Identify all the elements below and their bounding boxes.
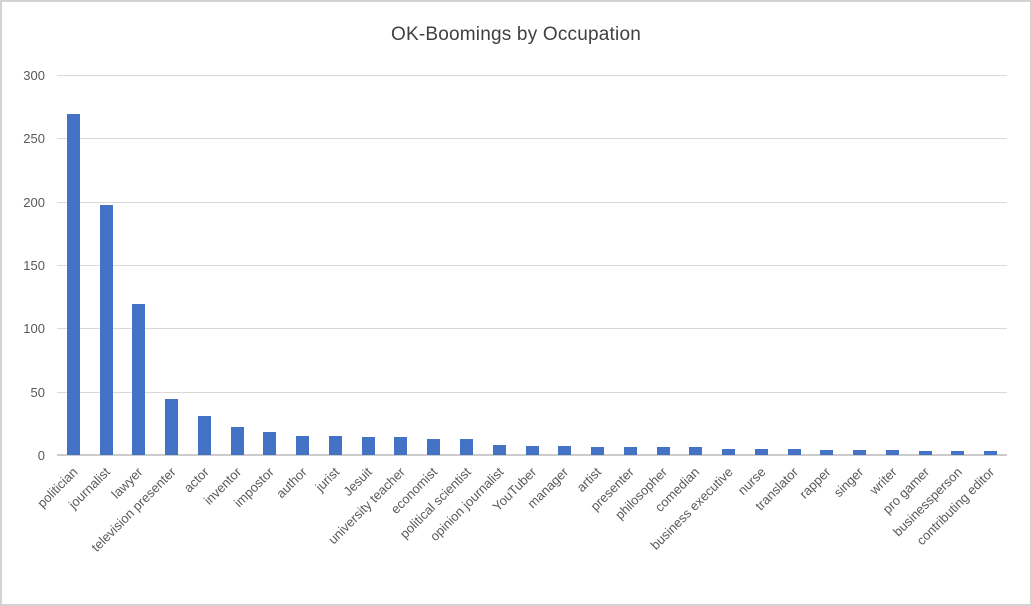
bar-politician	[66, 114, 80, 455]
bar-presenter	[623, 447, 637, 455]
bar-youtuber	[525, 446, 539, 455]
bar-jurist	[328, 436, 342, 455]
bar-rapper	[820, 449, 834, 455]
bar-comedian	[689, 447, 703, 455]
y-tick-label-250: 250	[23, 131, 45, 147]
gridline-y-200	[57, 201, 1007, 203]
bar-pro-gamer	[918, 451, 932, 455]
bar-manager	[558, 446, 572, 455]
y-tick-label-150: 150	[23, 258, 45, 273]
bar-actor	[197, 415, 211, 455]
y-tick-label-200: 200	[23, 194, 45, 210]
x-tick-label-singer: singer	[830, 464, 867, 500]
bar-business-executive	[722, 448, 736, 455]
bar-university-teacher	[394, 437, 408, 455]
bar-artist	[591, 447, 605, 455]
y-tick-label-0: 0	[37, 448, 45, 463]
y-tick-label-50: 50	[30, 384, 45, 400]
x-tick-label-author: author	[272, 464, 310, 501]
gridline-y-100	[57, 328, 1007, 330]
bar-political-scientist	[459, 438, 473, 455]
bar-television-presenter	[165, 399, 179, 455]
bar-nurse	[754, 448, 768, 455]
gridline-y-50	[57, 391, 1007, 393]
chart-title: OK-Boomings by Occupation	[390, 24, 641, 45]
bar-writer	[885, 449, 899, 455]
gridline-y-150	[57, 265, 1007, 266]
bar-lawyer	[132, 304, 146, 455]
x-axis-line	[57, 454, 1007, 456]
bar-impostor	[263, 432, 277, 455]
bar-singer	[853, 449, 867, 455]
gridline-y-300	[57, 75, 1007, 76]
gridline-y-250	[57, 138, 1007, 140]
bar-economist	[427, 438, 441, 455]
bar-businessperson	[951, 451, 965, 455]
x-tick-label-rapper: rapper	[796, 464, 834, 502]
bar-jesuit	[361, 437, 375, 455]
bar-author	[296, 436, 310, 455]
bar-philosopher	[656, 447, 670, 455]
y-tick-label-300: 300	[23, 68, 45, 83]
bar-contributing-editor	[984, 451, 998, 455]
bar-translator	[787, 448, 801, 455]
x-tick-label-jurist: jurist	[312, 464, 343, 495]
y-tick-label-100: 100	[23, 321, 45, 337]
bar-opinion-journalist	[492, 444, 506, 455]
bar-inventor	[230, 427, 244, 455]
bar-journalist	[99, 205, 113, 455]
